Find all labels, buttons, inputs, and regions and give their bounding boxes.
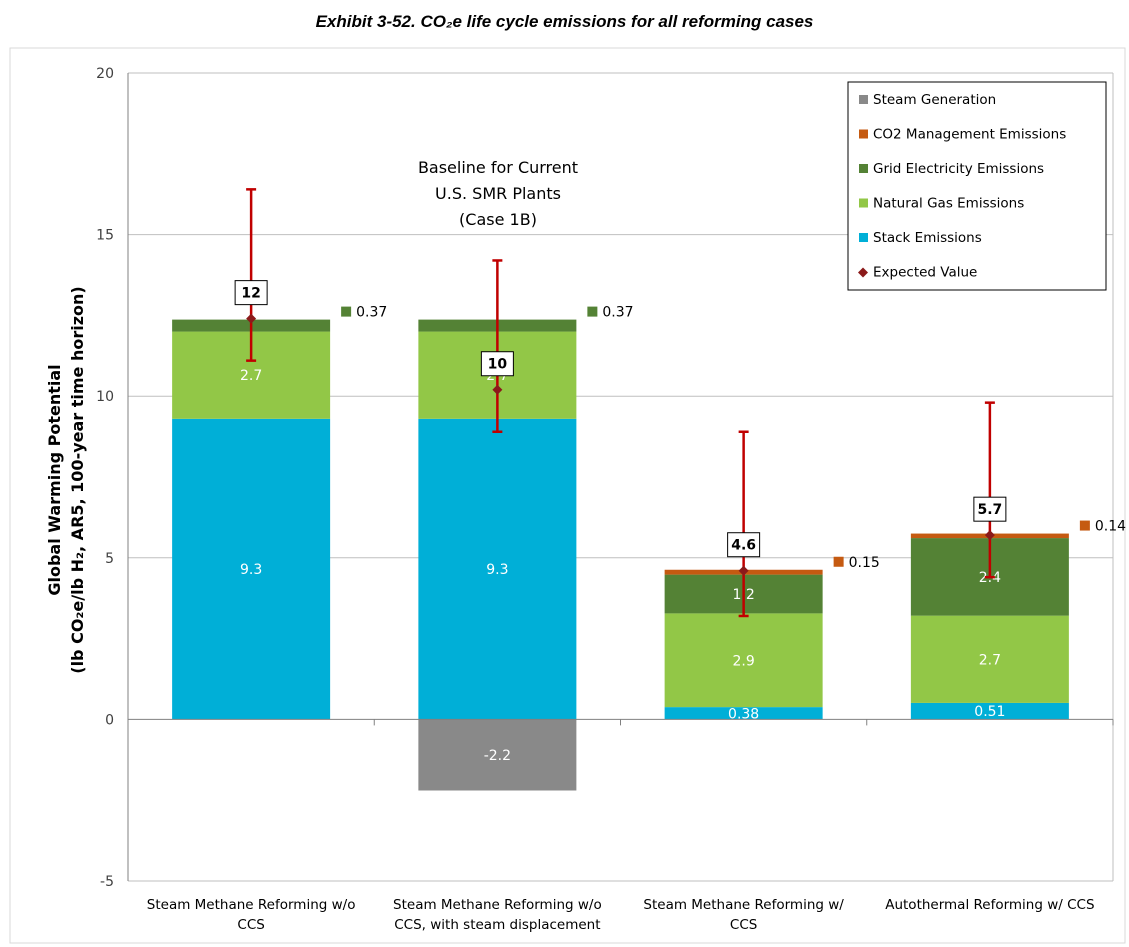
category-label: Steam Methane Reforming w/o: [393, 897, 602, 913]
category-label: Steam Methane Reforming w/: [643, 897, 844, 913]
data-labels: 9.32.79.32.7-2.20.382.91.20.512.72.40.37…: [240, 305, 1126, 764]
expected-value-label: 12: [241, 286, 260, 302]
baseline-annotation-line: Baseline for Current: [418, 158, 578, 177]
segment-value-label: 0.38: [728, 706, 759, 722]
expected-value-marker: [738, 565, 749, 576]
exhibit-title: Exhibit 3-52. CO₂e life cycle emissions …: [315, 12, 814, 31]
outside-value-label: 0.15: [849, 555, 880, 571]
baseline-annotation-line: U.S. SMR Plants: [435, 184, 561, 203]
expected-value-box: [234, 280, 268, 306]
expected-value-label: 10: [488, 357, 508, 373]
legend-label: Stack Emissions: [873, 230, 982, 246]
outside-label-marker: [1079, 520, 1090, 531]
legend-swatch: [858, 267, 868, 278]
segment-value-label: 2.7: [979, 652, 1001, 668]
segment-value-label: 2.7: [240, 368, 262, 384]
legend-swatch: [859, 95, 868, 104]
expected-value-marker: [246, 313, 257, 324]
expected-value-box: [973, 496, 1007, 522]
bar-segment-stack-emissions: [172, 418, 331, 720]
expected-value-box: [727, 532, 761, 558]
legend-label: Grid Electricity Emissions: [873, 161, 1044, 177]
outside-label-marker: [587, 306, 598, 317]
expected-value-box: [480, 351, 514, 377]
legend-box: [847, 81, 1107, 291]
category-label: Autothermal Reforming w/ CCS: [885, 897, 1094, 913]
expected-value-label: 4.6: [731, 538, 756, 554]
legend-label: Natural Gas Emissions: [873, 196, 1024, 212]
bar-segment-natural-gas-emissions: [664, 613, 823, 708]
legend-label: CO2 Management Emissions: [873, 127, 1066, 143]
segment-value-label: 0.51: [974, 704, 1005, 720]
axes: -5 0 5 10 15 20 Steam Methane Reforming w/o CCS…: [96, 66, 1114, 933]
y-tick-label: 0: [105, 712, 114, 728]
outside-value-label: 0.37: [356, 305, 387, 321]
category-label: CCS: [730, 917, 757, 933]
legend-label: Expected Value: [873, 265, 977, 281]
legend: Steam Generation CO2 Management Emissions…: [847, 81, 1107, 291]
expected-value-marker: [984, 530, 995, 541]
y-tick-label: -5: [100, 874, 114, 890]
segment-value-label: 9.3: [486, 562, 508, 578]
annotation: Baseline for Current U.S. SMR Plants (Case…: [418, 158, 578, 229]
legend-swatch: [859, 164, 868, 173]
y-tick-label: 5: [105, 551, 114, 567]
outside-label-marker: [833, 556, 844, 567]
y-tick-label: 15: [96, 228, 114, 244]
y-axis-title-line1: Global Warming Potential: [45, 364, 64, 595]
bar-segment-stack-emissions: [418, 418, 577, 720]
expected-values: 12 10 4.6 5.7: [234, 188, 1007, 618]
outer-frame: [9, 47, 1126, 944]
bar-segment-steam-generation: [418, 719, 577, 791]
expected-value-label: 5.7: [977, 502, 1002, 518]
segment-value-label: -2.2: [484, 748, 511, 764]
category-label: Steam Methane Reforming w/o: [147, 897, 356, 913]
legend-swatch: [859, 129, 868, 139]
bar-segment-stack-emissions: [664, 707, 823, 720]
expected-value-marker: [492, 384, 503, 395]
category-label: CCS: [237, 917, 264, 933]
y-axis-title-line2: (lb CO₂e/lb H₂, AR5, 100-year time horiz…: [68, 286, 87, 673]
y-axis-title: Global Warming Potential (lb CO₂e/lb H₂, …: [45, 286, 87, 673]
baseline-annotation-line: (Case 1B): [459, 210, 537, 229]
legend-swatch: [859, 233, 868, 242]
outside-value-label: 0.37: [602, 305, 633, 321]
outside-label-marker: [341, 306, 352, 317]
segment-value-label: 9.3: [240, 562, 262, 578]
legend-label: Steam Generation: [873, 92, 996, 108]
category-label: CCS, with steam displacement: [394, 917, 600, 933]
segment-value-label: 2.9: [732, 653, 754, 669]
legend-swatch: [859, 198, 868, 208]
y-tick-label: 10: [96, 389, 114, 405]
y-tick-label: 20: [96, 66, 114, 82]
bar-segment-stack-emissions: [910, 702, 1069, 720]
outside-value-label: 0.14: [1095, 519, 1126, 535]
bar-segment-natural-gas-emissions: [910, 615, 1069, 703]
